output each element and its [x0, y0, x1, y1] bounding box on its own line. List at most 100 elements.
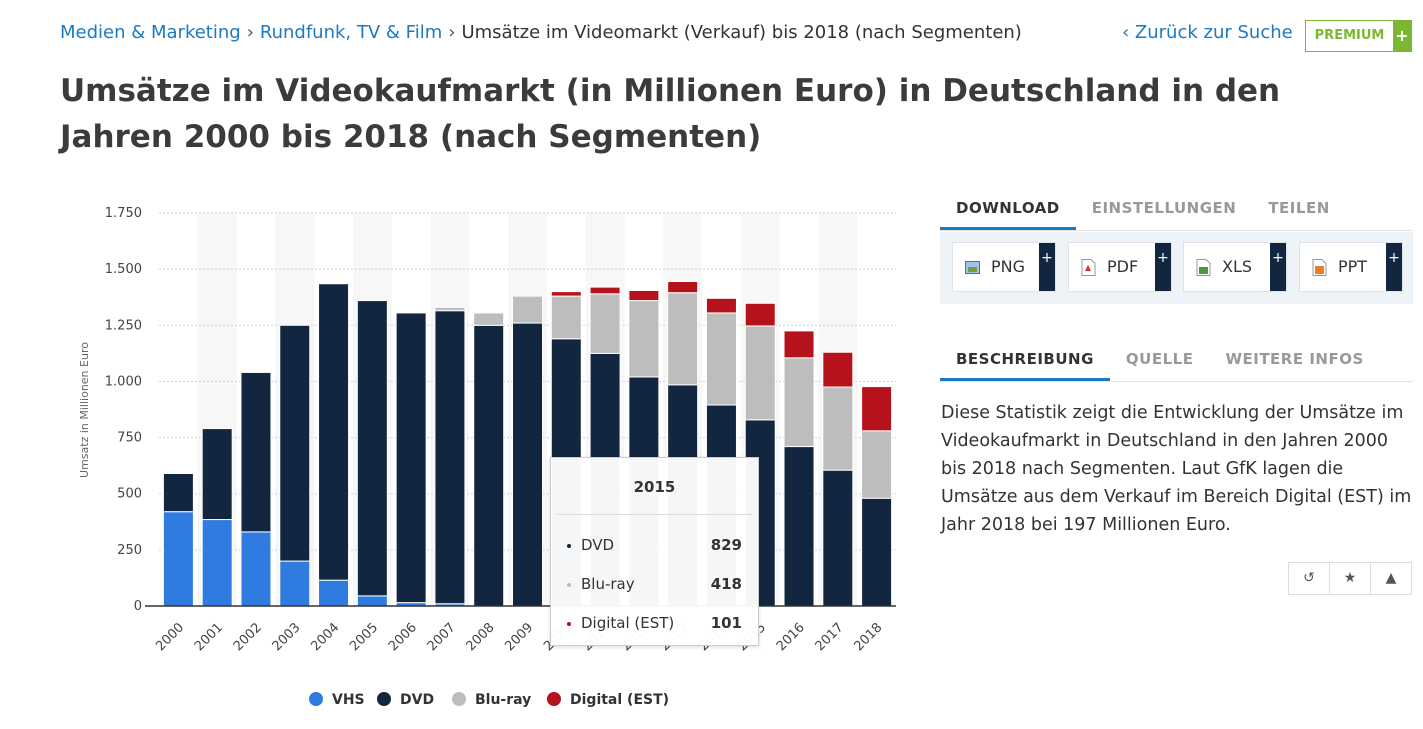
action-icons: ↺ ★ ▲ — [1288, 562, 1412, 595]
bar-segment — [744, 325, 776, 421]
breadcrumb-current: Umsätze im Videomarkt (Verkauf) bis 2018… — [461, 22, 1022, 43]
bar-segment — [434, 310, 466, 605]
bar-segment — [822, 386, 854, 471]
x-tick-label: 2008 — [464, 620, 498, 654]
bar-segment — [744, 302, 776, 327]
bar-segment — [628, 300, 660, 378]
tab[interactable]: QUELLE — [1125, 350, 1194, 368]
y-tick-label: 250 — [117, 543, 142, 558]
x-tick-label: 2002 — [231, 620, 265, 654]
bar-segment — [279, 560, 311, 607]
y-tick-label: 1.250 — [105, 318, 142, 333]
y-tick-label: 1.000 — [105, 374, 142, 389]
favorite-button[interactable]: ★ — [1329, 562, 1371, 595]
bar-segment — [822, 351, 854, 388]
premium-label[interactable]: PREMIUM — [1314, 28, 1385, 43]
tooltip-series: DVD — [581, 536, 615, 554]
back-link[interactable]: ‹ Zurück zur Suche — [1122, 22, 1293, 43]
bar-segment — [395, 312, 427, 604]
tooltip-value: 418 — [710, 575, 742, 593]
legend-marker — [452, 692, 466, 706]
x-tick-label: 2000 — [153, 620, 187, 654]
download-label[interactable]: PNG — [991, 257, 1026, 276]
bar-segment — [512, 295, 543, 324]
download-label[interactable]: PPT — [1338, 257, 1368, 276]
bar-segment — [822, 469, 854, 607]
x-tick-label: 2003 — [270, 620, 304, 654]
legend-label: DVD — [400, 692, 434, 708]
y-tick-label: 1.750 — [105, 206, 142, 221]
tab[interactable]: WEITERE INFOS — [1225, 350, 1364, 368]
bar-segment — [861, 386, 893, 432]
bar-segment — [318, 283, 350, 581]
tab[interactable]: TEILEN — [1268, 199, 1330, 217]
breadcrumb-link[interactable]: Rundfunk, TV & Film — [259, 22, 443, 43]
tooltip-row: Digital (EST) 101 — [567, 614, 742, 634]
bar-segment — [783, 446, 815, 607]
tab[interactable]: BESCHREIBUNG — [940, 350, 1110, 381]
x-tick-label: 2001 — [192, 620, 226, 654]
legend-marker — [309, 692, 323, 706]
download-button[interactable]: PDF + — [1068, 242, 1172, 292]
breadcrumb-link[interactable]: Medien & Marketing — [60, 22, 241, 43]
bar-segment — [434, 306, 466, 312]
download-tabs: DOWNLOAD EINSTELLUNGEN TEILEN — [940, 199, 1413, 231]
bar-segment — [667, 280, 699, 294]
bar-segment — [162, 473, 194, 513]
tooltip-row: Blu-ray 418 — [567, 575, 742, 595]
tooltip-value: 829 — [710, 536, 742, 554]
download-button[interactable]: XLS + — [1183, 242, 1287, 292]
tab[interactable]: EINSTELLUNGEN — [1091, 199, 1237, 217]
legend-label: Blu-ray — [475, 692, 531, 708]
download-panel: PNG + PDF + XLS + PPT + — [940, 232, 1413, 304]
description: Diese Statistik zeigt die Entwicklung de… — [941, 403, 1412, 535]
legend-marker — [377, 692, 391, 706]
info-tabs: BESCHREIBUNG QUELLE WEITERE INFOS — [940, 350, 1413, 382]
premium-button[interactable]: PREMIUM + — [1305, 20, 1412, 52]
notify-button[interactable]: ▲ — [1370, 562, 1412, 595]
bar-segment — [550, 291, 582, 297]
bar-segment — [240, 371, 272, 533]
x-tick-label: 2016 — [774, 620, 808, 654]
bar-segment — [201, 428, 233, 521]
tooltip-series: Blu-ray — [581, 575, 635, 593]
bar-segment — [589, 293, 621, 354]
page-title: Umsätze im Videokaufmarkt (in Millionen … — [60, 73, 1281, 155]
x-tick-label: 2017 — [813, 620, 847, 654]
chart: Umsatz in Millionen Euro 0 250 500 750 1.000… — [78, 206, 896, 708]
tooltip-title: 2015 — [557, 458, 752, 515]
download-label[interactable]: XLS — [1222, 257, 1253, 276]
legend-label: Digital (EST) — [570, 692, 669, 708]
download-button[interactable]: PNG + — [952, 242, 1056, 292]
y-tick-label: 500 — [117, 487, 142, 502]
tooltip-row: DVD 829 — [567, 536, 742, 556]
bar-segment — [162, 511, 194, 607]
bar-segment — [861, 430, 893, 499]
download-button[interactable]: PPT + — [1299, 242, 1403, 292]
history-button[interactable]: ↺ — [1288, 562, 1330, 595]
tooltip: 2015 DVD 829 Blu-ray 418 Digital (EST) 101 — [550, 457, 759, 646]
bar-segment — [783, 330, 815, 359]
bar-segment — [705, 297, 737, 314]
bar-segment — [783, 357, 815, 448]
y-tick-label: 1.500 — [105, 262, 142, 277]
bar-segment — [356, 300, 388, 597]
y-tick-label: 0 — [134, 599, 142, 614]
bar-segment — [279, 324, 311, 562]
bar-segment — [318, 579, 350, 607]
download-label[interactable]: PDF — [1107, 257, 1139, 276]
breadcrumb: Medien & Marketing › Rundfunk, TV & Film › U… — [60, 22, 1022, 43]
x-tick-label: 2005 — [347, 620, 381, 654]
y-axis-label: Umsatz in Millionen Euro — [78, 342, 91, 478]
bar-segment — [628, 289, 660, 302]
tooltip-series: Digital (EST) — [581, 614, 675, 632]
x-tick-label: 2007 — [425, 620, 459, 654]
bar-segment — [240, 531, 272, 607]
back-link-text[interactable]: Zurück zur Suche — [1134, 22, 1293, 43]
bar-segment — [473, 324, 505, 607]
y-tick-label: 750 — [117, 431, 142, 446]
bar-segment — [550, 295, 582, 340]
tab[interactable]: DOWNLOAD — [940, 199, 1076, 230]
tooltip-value: 101 — [710, 614, 742, 632]
